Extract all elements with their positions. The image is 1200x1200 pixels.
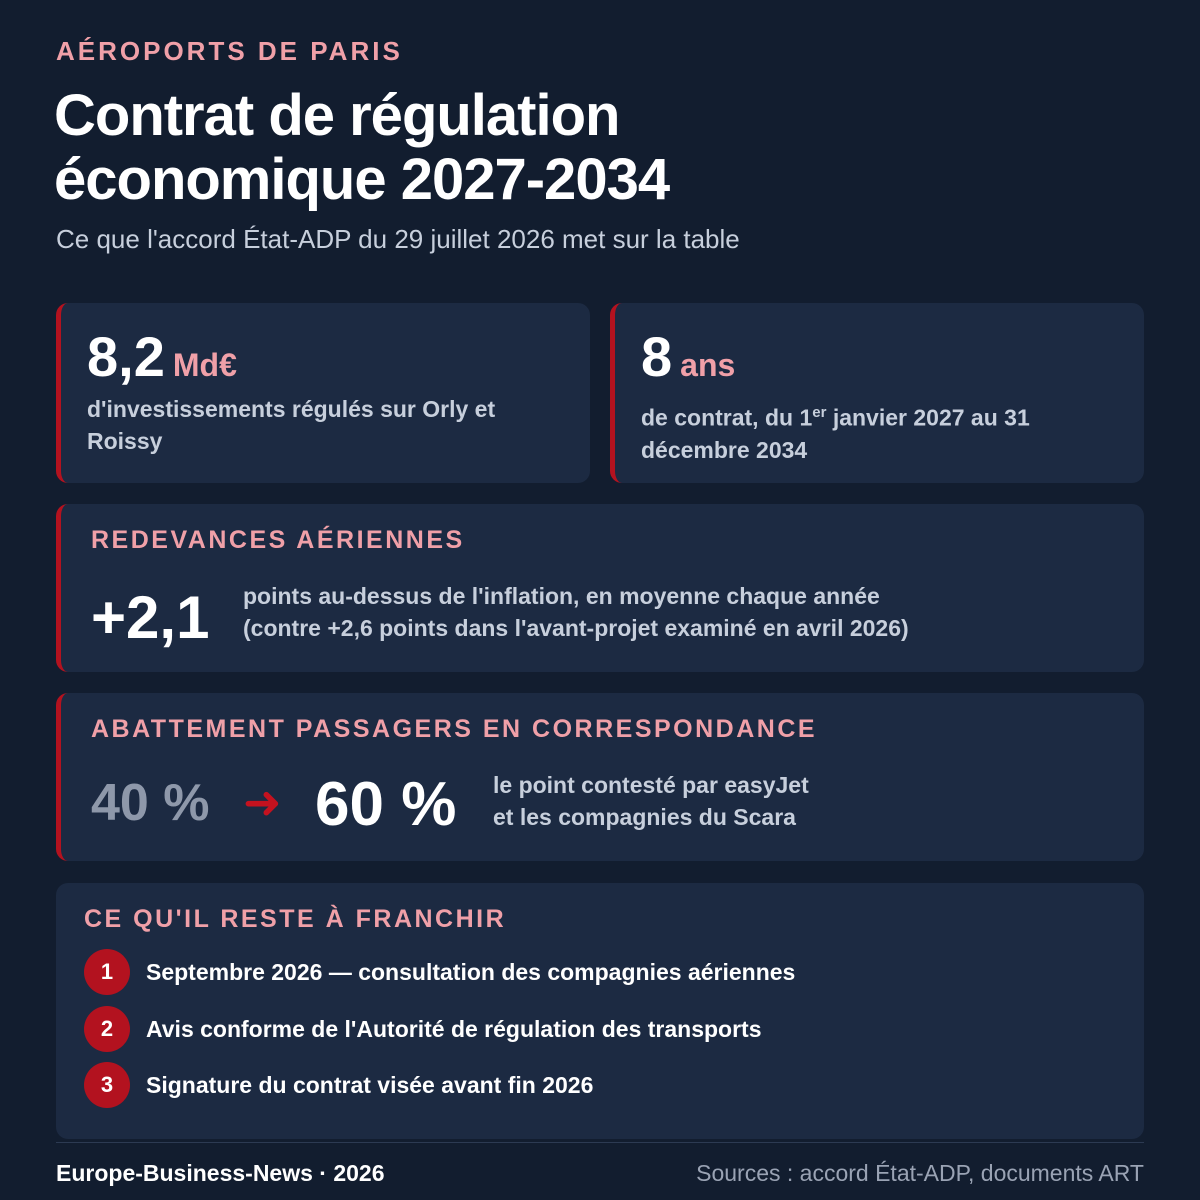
- stat-unit: ans: [680, 347, 736, 383]
- stat-card-investments: 8,2 Md€ d'investissements régulés sur Or…: [56, 303, 590, 483]
- desc-before: de contrat, du 1: [641, 404, 813, 431]
- stat-value: 8,2: [87, 325, 165, 388]
- title-line-1: Contrat de régulation: [54, 83, 620, 148]
- steps-card: CE QU'IL RESTE À FRANCHIR 1 Septembre 20…: [56, 883, 1144, 1139]
- section-title: CE QU'IL RESTE À FRANCHIR: [84, 905, 507, 933]
- desc-line-1: points au-dessus de l'inflation, en moye…: [243, 583, 880, 609]
- stat-description: de contrat, du 1er janvier 2027 au 31 dé…: [641, 397, 1111, 466]
- redevances-card: REDEVANCES AÉRIENNES +2,1 points au-dess…: [56, 504, 1144, 672]
- step-text: Avis conforme de l'Autorité de régulatio…: [146, 1015, 762, 1042]
- step-number: 2: [84, 1006, 130, 1052]
- step-number: 3: [84, 1062, 130, 1108]
- arrow-icon: ➜: [243, 776, 282, 828]
- stat-description: d'investissements régulés sur Orly et Ro…: [87, 396, 496, 454]
- step-text: Septembre 2026 — consultation des compag…: [146, 958, 796, 985]
- stat-value: 8: [641, 325, 673, 388]
- redevances-description: points au-dessus de l'inflation, en moye…: [243, 580, 1123, 644]
- desc-line-2: et les compagnies du Scara: [493, 804, 796, 830]
- step-item: 1 Septembre 2026 — consultation des comp…: [84, 949, 795, 995]
- step-item: 2 Avis conforme de l'Autorité de régulat…: [84, 1006, 762, 1052]
- stat-unit: Md€: [172, 347, 237, 383]
- step-item: 3 Signature du contrat visée avant fin 2…: [84, 1062, 593, 1108]
- section-title: REDEVANCES AÉRIENNES: [91, 526, 465, 554]
- step-text: Signature du contrat visée avant fin 202…: [146, 1071, 594, 1098]
- step-number: 1: [84, 949, 130, 995]
- section-title: ABATTEMENT PASSAGERS EN CORRESPONDANCE: [91, 715, 818, 743]
- title-line-2: économique 2027-2034: [54, 147, 670, 212]
- footer-sources: Sources : accord État-ADP, documents ART: [696, 1160, 1144, 1186]
- desc-line-2: (contre +2,6 points dans l'avant-projet …: [243, 615, 909, 641]
- abattement-card: ABATTEMENT PASSAGERS EN CORRESPONDANCE 4…: [56, 693, 1144, 861]
- footer-brand: Europe-Business-News · 2026: [56, 1160, 385, 1186]
- desc-line-1: le point contesté par easyJet: [493, 772, 809, 798]
- footer-divider: [56, 1142, 1144, 1143]
- abattement-description: le point contesté par easyJet et les com…: [493, 769, 1093, 833]
- desc-after: janvier 2027 au 31 décembre 2034: [641, 404, 1030, 463]
- subtitle: Ce que l'accord État-ADP du 29 juillet 2…: [56, 224, 740, 254]
- redevances-value: +2,1: [91, 584, 210, 651]
- page-title: Contrat de régulation économique 2027-20…: [54, 84, 1054, 212]
- kicker: AÉROPORTS DE PARIS: [56, 36, 403, 66]
- desc-sup: er: [812, 404, 827, 421]
- abattement-from: 40 %: [91, 774, 210, 832]
- abattement-to: 60 %: [315, 770, 457, 839]
- stat-card-duration: 8 ans de contrat, du 1er janvier 2027 au…: [610, 303, 1144, 483]
